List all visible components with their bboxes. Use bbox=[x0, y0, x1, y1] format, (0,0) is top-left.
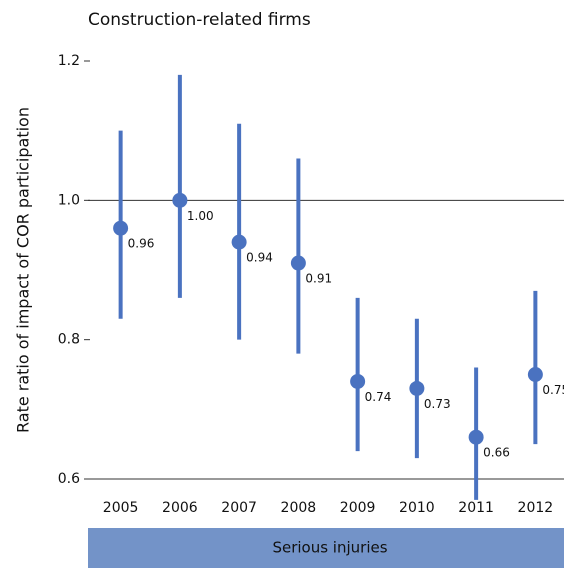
value-label: 0.66 bbox=[483, 446, 510, 460]
x-tick-label: 2005 bbox=[103, 500, 139, 516]
value-label: 0.96 bbox=[128, 237, 155, 251]
y-tick-label: 0.6 bbox=[58, 471, 80, 487]
x-tick-label: 2008 bbox=[281, 500, 317, 516]
point bbox=[290, 255, 306, 271]
value-label: 0.91 bbox=[305, 272, 332, 286]
value-label: 0.73 bbox=[424, 397, 451, 411]
x-tick-label: 2007 bbox=[221, 500, 257, 516]
x-tick-label: 2012 bbox=[518, 500, 554, 516]
x-tick-label: 2011 bbox=[458, 500, 494, 516]
point bbox=[350, 373, 366, 389]
point bbox=[172, 192, 188, 208]
value-label: 0.75 bbox=[542, 383, 564, 397]
x-tick-label: 2009 bbox=[340, 500, 376, 516]
panel-banner bbox=[88, 528, 564, 568]
value-label: 1.00 bbox=[187, 209, 214, 223]
panel-label: Serious injuries bbox=[272, 539, 387, 557]
y-tick-label: 0.8 bbox=[58, 332, 80, 348]
chart-title: Construction-related firms bbox=[88, 10, 311, 30]
value-label: 0.94 bbox=[246, 251, 273, 265]
y-tick-label: 1.0 bbox=[58, 192, 80, 208]
x-tick-label: 2010 bbox=[399, 500, 435, 516]
x-tick-label: 2006 bbox=[162, 500, 198, 516]
point bbox=[113, 220, 129, 236]
point bbox=[527, 367, 543, 382]
y-tick-label: 1.2 bbox=[58, 53, 80, 69]
value-label: 0.74 bbox=[365, 390, 392, 404]
point bbox=[468, 429, 484, 445]
point bbox=[231, 234, 247, 250]
y-axis-label: Rate ratio of impact of COR participatio… bbox=[14, 107, 33, 433]
point bbox=[409, 380, 425, 396]
